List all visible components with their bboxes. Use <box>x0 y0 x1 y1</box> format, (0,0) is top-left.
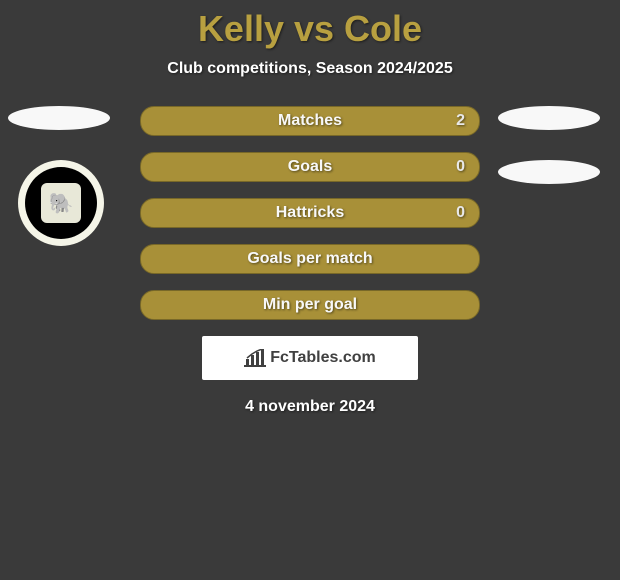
stat-value: 2 <box>456 112 465 130</box>
stat-value: 0 <box>456 204 465 222</box>
page-title: Kelly vs Cole <box>0 8 620 50</box>
stat-bar-goals-per-match: Goals per match <box>140 244 480 274</box>
club-badge-left: 🐘 <box>18 160 104 246</box>
stat-label: Goals <box>288 158 332 176</box>
stat-bar-matches: Matches 2 <box>140 106 480 136</box>
player-ellipse-right-2 <box>498 160 600 184</box>
stat-label: Hattricks <box>276 204 344 222</box>
player-ellipse-right-1 <box>498 106 600 130</box>
chart-icon <box>244 349 266 367</box>
stat-bar-min-per-goal: Min per goal <box>140 290 480 320</box>
badge-ring: 🐘 <box>25 167 97 239</box>
brand-content: FcTables.com <box>244 349 376 367</box>
header: Kelly vs Cole Club competitions, Season … <box>0 0 620 78</box>
elephant-icon: 🐘 <box>49 191 74 216</box>
stat-label: Min per goal <box>263 296 357 314</box>
stat-label: Matches <box>278 112 342 130</box>
right-player-column <box>498 106 600 214</box>
brand-text: FcTables.com <box>270 349 376 367</box>
stat-label: Goals per match <box>247 250 372 268</box>
player-ellipse-left <box>8 106 110 130</box>
stats-container: Matches 2 Goals 0 Hattricks 0 Goals per … <box>140 106 480 320</box>
page-subtitle: Club competitions, Season 2024/2025 <box>0 60 620 78</box>
left-player-column: 🐘 <box>8 106 110 246</box>
badge-shield: 🐘 <box>41 183 81 223</box>
stat-bar-goals: Goals 0 <box>140 152 480 182</box>
content-area: 🐘 Matches 2 Goals 0 Hattricks 0 Goals pe… <box>0 106 620 416</box>
footer-date: 4 november 2024 <box>0 398 620 416</box>
stat-value: 0 <box>456 158 465 176</box>
stat-bar-hattricks: Hattricks 0 <box>140 198 480 228</box>
brand-banner[interactable]: FcTables.com <box>202 336 418 380</box>
